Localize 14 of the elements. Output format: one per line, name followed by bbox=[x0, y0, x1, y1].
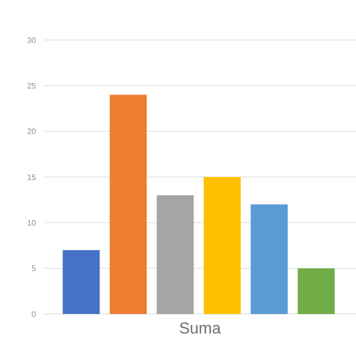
y-tick-label: 15 bbox=[27, 172, 37, 182]
y-tick-label: 30 bbox=[27, 36, 37, 45]
y-tick-label: 0 bbox=[32, 310, 37, 319]
bar bbox=[62, 250, 100, 314]
bar bbox=[298, 268, 335, 314]
y-tick-label: 20 bbox=[27, 127, 37, 136]
y-tick-label: 10 bbox=[27, 218, 37, 228]
x-tick-label: Suma bbox=[179, 320, 221, 338]
bar bbox=[204, 177, 241, 314]
y-tick-label: 5 bbox=[32, 264, 37, 274]
y-tick-label: 25 bbox=[27, 82, 37, 91]
bar bbox=[110, 94, 147, 314]
bar bbox=[250, 204, 288, 314]
bar bbox=[156, 195, 194, 314]
